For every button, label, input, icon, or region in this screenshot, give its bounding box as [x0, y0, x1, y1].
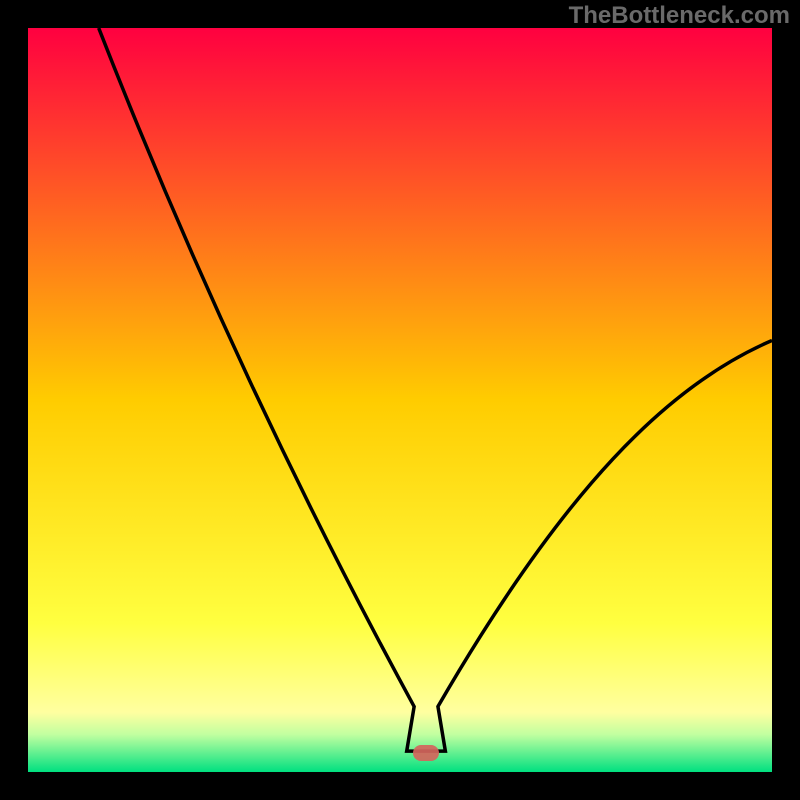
v-curve-path: [99, 28, 772, 751]
bottleneck-curve: [28, 28, 772, 772]
plot-area: [28, 28, 772, 772]
notch-marker: [413, 745, 439, 761]
watermark-text: TheBottleneck.com: [569, 2, 790, 30]
